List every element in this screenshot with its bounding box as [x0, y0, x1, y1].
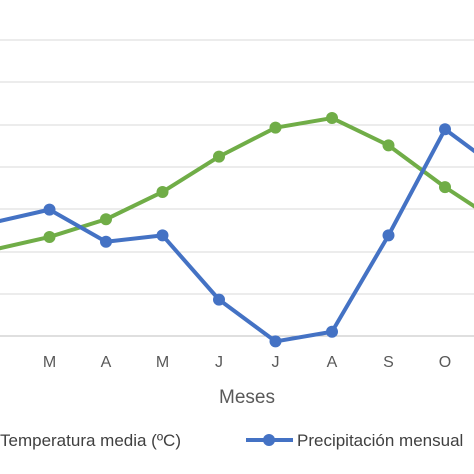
x-tick-label: A [101, 354, 112, 371]
data-point [382, 229, 395, 242]
data-point [43, 203, 56, 216]
series-temperature [0, 112, 474, 251]
x-tick-label: O [439, 354, 451, 371]
series-precipitation [0, 123, 474, 348]
legend-marker-precipitation [263, 434, 275, 446]
x-tick-label: A [327, 354, 338, 371]
legend-label-precipitation: Precipitación mensual [297, 431, 463, 450]
data-point [382, 139, 395, 152]
data-point [269, 335, 282, 348]
data-point [439, 181, 451, 194]
x-tick-label: J [215, 354, 223, 371]
data-point [100, 235, 112, 248]
data-point [156, 229, 169, 242]
gridlines [0, 39, 474, 337]
series-line [0, 116, 474, 251]
data-point [269, 121, 282, 134]
data-point [100, 213, 112, 226]
legend-label-temperature: Temperatura media (ºC) [0, 431, 181, 450]
data-point [213, 150, 225, 163]
legend: Temperatura media (ºC) Precipitación men… [0, 431, 463, 450]
data-point [213, 293, 225, 306]
data-point [326, 325, 338, 338]
x-tick-label: J [272, 354, 280, 371]
data-point [326, 112, 338, 125]
data-point [43, 230, 56, 243]
data-point [439, 123, 451, 136]
series-layer [0, 112, 474, 348]
data-point [156, 185, 169, 198]
x-tick-label: M [156, 354, 169, 371]
x-axis-title: Meses [219, 387, 275, 408]
x-tick-label: S [383, 354, 394, 371]
x-tick-label: M [43, 354, 56, 371]
series-line [0, 127, 474, 344]
